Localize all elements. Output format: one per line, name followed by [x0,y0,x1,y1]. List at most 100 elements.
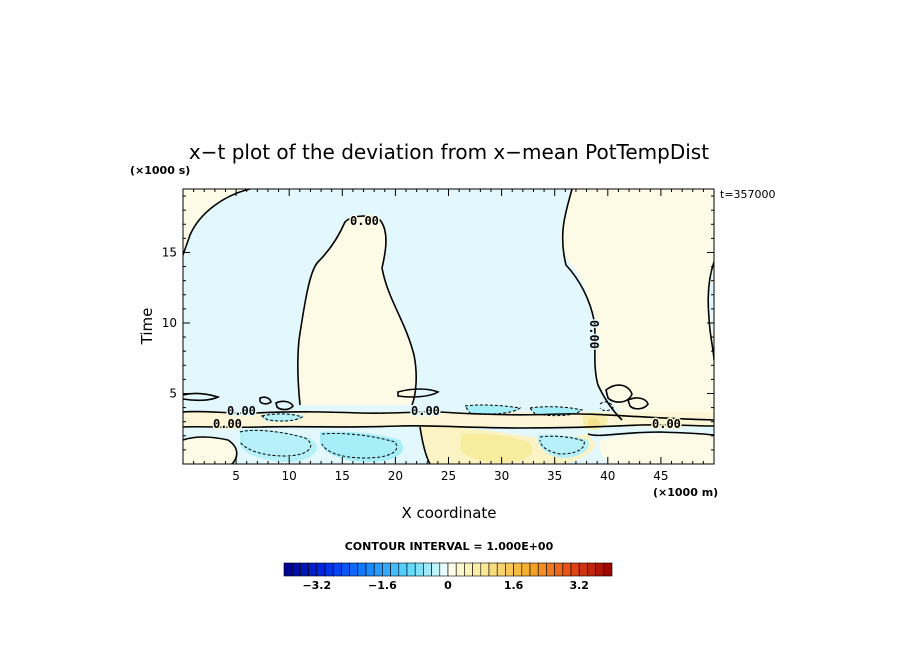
x-tick-label: 25 [441,469,456,483]
colorbar-cell [513,562,523,577]
contour-dashed-4 [529,406,584,417]
x-unit-label: (×1000 m) [653,486,718,499]
contour-label-6: 0.00 [587,320,601,349]
x-tick-label: 5 [232,469,240,483]
y-tick-label: 10 [162,316,177,330]
contour-dashed-3 [464,404,522,415]
colorbar-cell [554,562,564,577]
colorbar-cell [521,562,531,577]
colorbar-cell [431,562,441,577]
x-axis: 5 10 15 20 25 30 35 40 45 [193,189,704,483]
contour-dashed-6 [260,413,304,422]
field-positive-lower-right [599,433,714,464]
contour-right-edge [707,261,714,361]
time-stamp: t=357000 [720,188,776,201]
y-tick-label: 15 [162,245,177,259]
colorbar-cell [398,562,408,577]
contour-label-2: 0.00 [227,404,256,418]
colorbar-cell [349,562,359,577]
field-warm-halo [582,412,608,430]
contour-lines [183,189,714,464]
x-tick-label: 10 [282,469,297,483]
x-tick-label: 35 [547,469,562,483]
colorbar-cell [505,562,514,577]
contour-label-1: 0.00 [350,214,379,228]
colorbar-cell [332,562,342,577]
colorbar-cell [570,562,580,577]
contour-band-top [183,410,714,421]
colorbar-cell [439,562,449,577]
y-tick-label: 5 [169,386,177,400]
x-tick-label: 40 [600,469,615,483]
field-negative-band-strip-1 [465,404,520,414]
contour-blob-right-2 [627,397,649,410]
x-tick-label: 30 [494,469,509,483]
colorbar-cell [300,562,309,577]
colorbar-cell [480,562,490,577]
colorbar-tick-label: 3.2 [569,579,589,592]
colorbar-cell [488,562,498,577]
colorbar-cell [587,562,596,577]
y-axis: 5 10 15 [162,195,714,451]
colorbar-tick-label: −3.2 [302,579,331,592]
contour-band-bottom [183,423,714,429]
colorbar-cell [373,562,383,577]
colorbar-cell [464,562,473,577]
colorbar-cell [546,562,555,577]
contour-interval-text: CONTOUR INTERVAL = 1.000E+00 [345,540,554,553]
field-negative-patch-1 [240,429,318,462]
x-tick-label: 20 [388,469,403,483]
contour-dashed-2 [321,433,398,459]
colorbar-cell [537,562,547,577]
field-negative-patch-3 [538,434,589,458]
field-positive-tongue-right [560,189,714,425]
field-positive-tongue-left [297,216,417,405]
contour-label-5: 0.00 [652,417,681,431]
colorbar-ticks: −3.2 −1.6 0 1.6 3.2 [302,579,589,592]
contour-dashed-7 [599,401,614,412]
contour-tongue-left [297,215,417,406]
colorbar-cell [472,562,482,577]
colorbar-cell [562,562,572,577]
colorbar-cell [406,562,416,577]
contour-low-mid [419,426,431,464]
colorbar-tick-label: 0 [444,579,452,592]
y-axis-label: Time [138,308,156,346]
colorbar-tick-label: 1.6 [504,579,524,592]
chart-title: x−t plot of the deviation from x−mean Po… [189,140,709,164]
field-positive-strong [460,433,533,463]
colorbar-cell [382,562,391,577]
colorbar-cell [283,562,293,577]
contour-low-right [587,431,714,437]
colorbar-cell [316,562,326,577]
contour-blob-small [275,400,294,411]
field-positive-corner [183,189,250,255]
colorbar-cell [308,562,318,577]
colorbar-cell [324,562,334,577]
colorbar-cell [341,562,350,577]
colorbar-cell [595,562,605,577]
contour-label-3: 0.00 [213,417,242,431]
colorbar-cell [603,562,613,577]
contour-blob-left-2 [259,396,272,405]
x-tick-label: 15 [335,469,350,483]
contour-dashed-5 [539,435,585,455]
colorbar-cell [578,562,588,577]
colorbar-tick-label: −1.6 [368,579,397,592]
y-unit-label: (×1000 s) [130,164,190,177]
field-positive-lower-left [183,437,237,464]
contour-label-4: 0.00 [411,404,440,418]
colorbar-cell [291,562,301,577]
colorbar-cell [365,562,375,577]
colorbar-cell [357,562,367,577]
colorbar-cell [447,562,457,577]
dashed-contours [239,401,614,459]
x-tick-label: 45 [653,469,668,483]
colorbar-cell [496,562,506,577]
colorbar [283,562,613,577]
contour-corner [183,189,251,256]
colorbar-cell [529,562,539,577]
colorbar-cell [414,562,424,577]
colorbar-cell [390,562,400,577]
